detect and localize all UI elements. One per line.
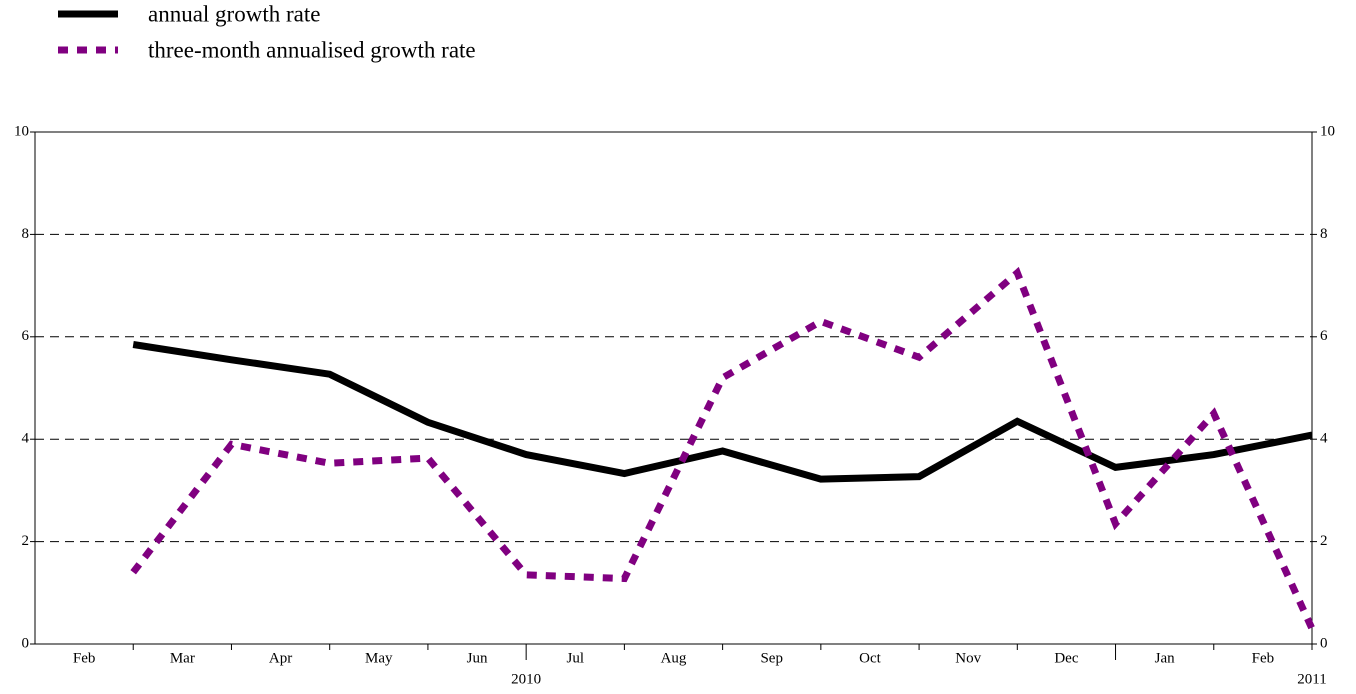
x-tick-label: Jan [1155, 650, 1175, 666]
series-line [132, 341, 1313, 483]
x-tick-label: Feb [1252, 650, 1275, 666]
x-tick-label: Nov [955, 650, 981, 666]
y2-tick-label: 2 [1320, 533, 1328, 549]
year-label: 2010 [511, 671, 541, 687]
x-tick-label: Dec [1054, 650, 1078, 666]
x-tick-label: Feb [73, 650, 96, 666]
y2-tick-label: 0 [1320, 635, 1328, 651]
y-tick-label: 6 [22, 328, 30, 344]
x-tick-label: Aug [661, 650, 687, 666]
x-tick-label: Oct [859, 650, 881, 666]
x-tick-label: Jul [567, 650, 585, 666]
y-tick-label: 10 [14, 123, 29, 139]
y2-tick-label: 8 [1320, 226, 1328, 242]
legend-label: annual growth rate [148, 1, 320, 26]
y-tick-label: 4 [22, 431, 30, 447]
y-tick-label: 2 [22, 533, 30, 549]
legend-label: three-month annualised growth rate [148, 37, 476, 62]
series-line [130, 266, 1316, 631]
x-tick-label: Jun [467, 650, 488, 666]
year-label: 2011 [1297, 671, 1326, 687]
y-tick-label: 8 [22, 226, 30, 242]
x-tick-label: Apr [269, 650, 292, 666]
x-tick-label: Mar [170, 650, 195, 666]
x-tick-label: May [365, 650, 393, 666]
y2-tick-label: 6 [1320, 328, 1328, 344]
y2-tick-label: 10 [1320, 123, 1335, 139]
y-tick-label: 0 [22, 635, 30, 651]
y2-tick-label: 4 [1320, 431, 1328, 447]
x-tick-label: Sep [760, 650, 783, 666]
